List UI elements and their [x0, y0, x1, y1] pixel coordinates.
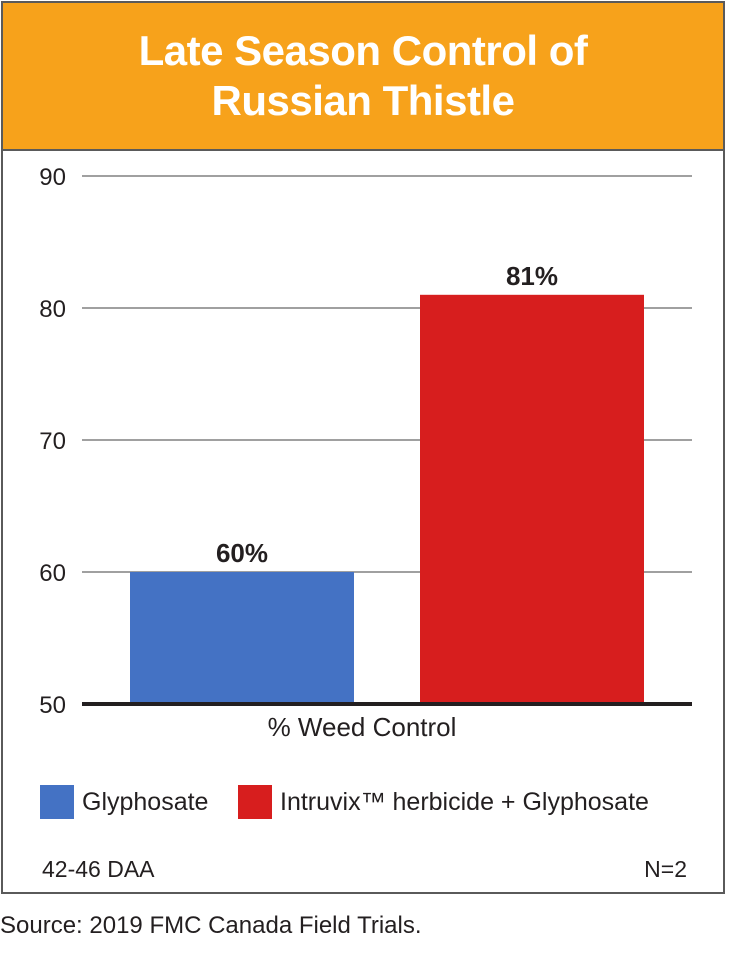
legend-swatch-glyphosate: [40, 785, 74, 819]
chart-title-line-2: Russian Thistle: [211, 77, 515, 124]
bar-glyphosate: [130, 572, 354, 702]
source-note: Source: 2019 FMC Canada Field Trials.: [0, 912, 422, 939]
y-tick-label-90: 90: [39, 164, 66, 191]
y-tick-label-80: 80: [39, 296, 66, 323]
title-band: Late Season Control of Russian Thistle: [3, 3, 723, 151]
sample-size-note: N=2: [644, 856, 687, 882]
legend-item-intruvix: Intruvix™ herbicide + Glyphosate: [238, 785, 649, 819]
legend-item-glyphosate: Glyphosate: [40, 785, 208, 819]
data-label-glyphosate: 60%: [216, 538, 268, 568]
legend-label-intruvix: Intruvix™ herbicide + Glyphosate: [280, 787, 649, 816]
y-tick-label-50: 50: [39, 692, 66, 719]
x-axis-label: % Weed Control: [267, 712, 457, 742]
y-tick-label-60: 60: [39, 560, 66, 587]
legend-label-glyphosate: Glyphosate: [82, 787, 209, 816]
days-after-application-note: 42-46 DAA: [42, 856, 155, 882]
bar-intruvix-glyphosate: [420, 294, 644, 702]
data-label-intruvix-glyphosate: 81%: [506, 261, 558, 291]
legend: Glyphosate Intruvix™ herbicide + Glyphos…: [40, 785, 719, 825]
legend-swatch-intruvix: [238, 785, 272, 819]
y-tick-label-70: 70: [39, 428, 66, 455]
chart-title-line-1: Late Season Control of: [138, 27, 588, 74]
